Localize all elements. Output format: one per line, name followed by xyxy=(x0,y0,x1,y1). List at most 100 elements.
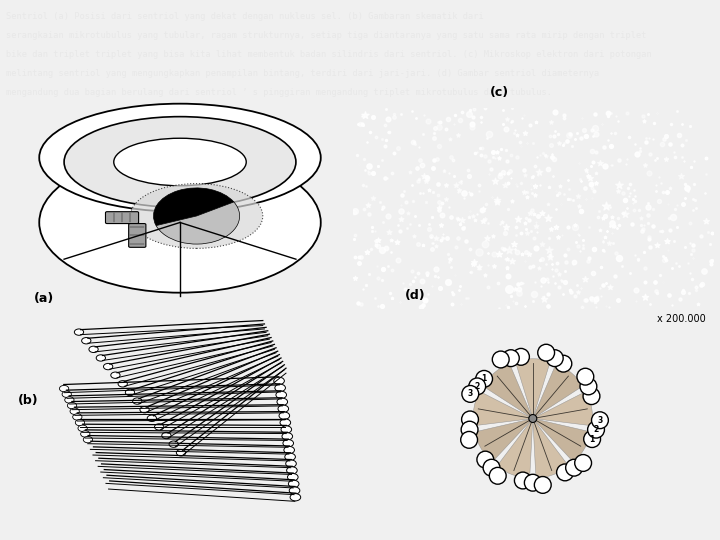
Point xyxy=(433,198,444,207)
Point xyxy=(406,107,418,116)
Point xyxy=(536,240,548,248)
Point xyxy=(432,180,444,188)
Circle shape xyxy=(461,421,478,438)
Circle shape xyxy=(583,388,600,404)
Point xyxy=(650,187,662,195)
Point xyxy=(503,272,514,281)
Point xyxy=(621,109,633,117)
Point xyxy=(370,237,382,246)
Point xyxy=(508,129,520,138)
Point xyxy=(567,196,579,205)
Point xyxy=(466,119,477,128)
Point xyxy=(441,234,453,242)
Point xyxy=(421,174,433,183)
Point xyxy=(644,243,656,252)
Point xyxy=(621,154,632,163)
Point xyxy=(499,254,510,263)
Point xyxy=(609,129,621,138)
Point xyxy=(582,257,593,266)
Point xyxy=(537,148,549,157)
Point xyxy=(616,261,628,270)
Circle shape xyxy=(287,467,297,474)
Point xyxy=(473,265,485,273)
Point xyxy=(408,197,419,205)
Wedge shape xyxy=(474,418,533,462)
Point xyxy=(570,238,582,246)
Point xyxy=(423,289,434,298)
Point xyxy=(586,184,598,193)
Point xyxy=(606,219,618,227)
Point xyxy=(563,131,575,139)
Point xyxy=(360,181,372,190)
Circle shape xyxy=(118,381,127,387)
Point xyxy=(521,214,532,222)
Point xyxy=(510,285,521,293)
Point xyxy=(612,187,624,195)
Point xyxy=(488,262,500,271)
Point xyxy=(613,156,625,165)
Point xyxy=(577,244,589,252)
Point xyxy=(493,154,505,163)
Point xyxy=(422,172,433,181)
Point xyxy=(462,294,473,303)
Circle shape xyxy=(514,472,531,489)
Point xyxy=(463,109,474,118)
Point xyxy=(432,272,444,281)
Point xyxy=(440,124,451,133)
Point xyxy=(369,294,381,302)
Point xyxy=(469,258,480,267)
Point xyxy=(450,180,462,189)
Point xyxy=(537,275,549,284)
Point xyxy=(438,166,450,175)
Text: 3: 3 xyxy=(468,389,473,399)
Point xyxy=(598,238,609,246)
Point xyxy=(400,285,411,294)
Point xyxy=(528,262,539,271)
Point xyxy=(446,288,458,297)
Circle shape xyxy=(281,426,292,433)
Point xyxy=(455,300,467,309)
Wedge shape xyxy=(533,418,569,478)
Point xyxy=(599,232,611,241)
Point xyxy=(584,174,595,183)
Point xyxy=(495,219,506,228)
Point xyxy=(588,132,599,140)
Point xyxy=(491,195,503,204)
Point xyxy=(634,144,646,152)
Point xyxy=(651,153,662,162)
Point xyxy=(513,289,525,298)
Point xyxy=(635,221,647,230)
Point xyxy=(534,168,545,177)
Point xyxy=(573,159,585,167)
Point xyxy=(385,236,397,245)
Point xyxy=(590,148,602,157)
Point xyxy=(540,152,552,160)
Point xyxy=(639,117,650,126)
Point xyxy=(510,245,521,253)
Point xyxy=(702,228,714,237)
Point xyxy=(356,253,367,262)
Point xyxy=(545,141,557,150)
Point xyxy=(575,207,587,216)
Point xyxy=(481,133,492,142)
Point xyxy=(678,288,689,296)
Point xyxy=(395,227,406,235)
Point xyxy=(564,286,575,294)
Point xyxy=(364,269,375,278)
Point xyxy=(543,234,554,243)
Point xyxy=(415,303,426,312)
Point xyxy=(353,252,364,261)
Point xyxy=(413,268,424,277)
Point xyxy=(428,133,440,142)
Point xyxy=(448,172,459,181)
Point xyxy=(701,217,712,225)
Point xyxy=(639,220,650,229)
Point xyxy=(613,296,624,305)
Point xyxy=(526,189,538,198)
Point xyxy=(622,184,634,193)
Point xyxy=(551,186,562,195)
Point xyxy=(545,224,557,233)
Ellipse shape xyxy=(130,184,263,248)
Point xyxy=(607,213,618,222)
Circle shape xyxy=(284,447,294,454)
